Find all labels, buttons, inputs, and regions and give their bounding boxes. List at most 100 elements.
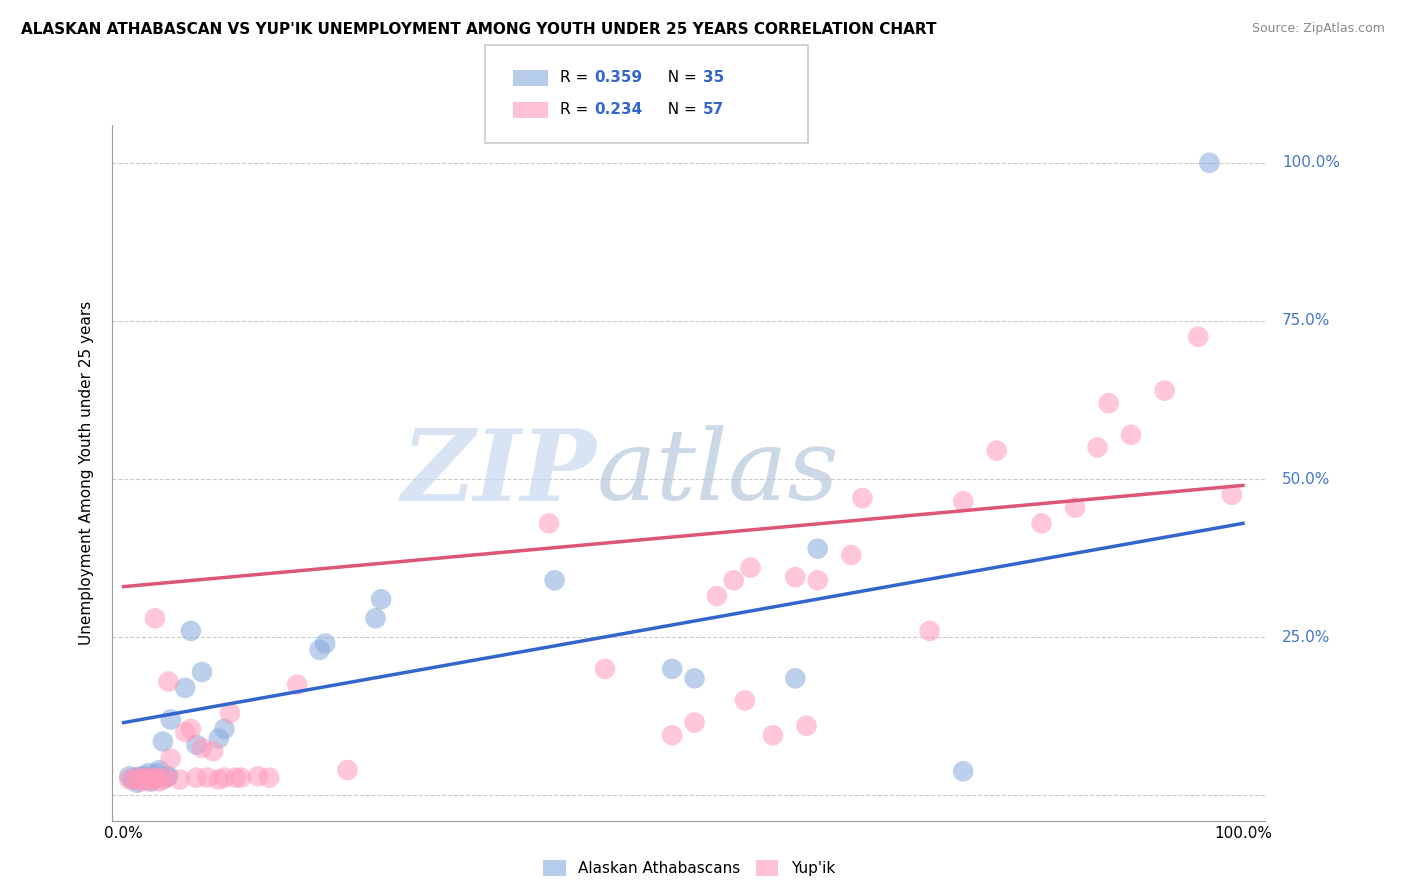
Point — [142, 771, 165, 785]
Point — [129, 774, 152, 789]
Point — [706, 589, 728, 603]
Point — [118, 769, 141, 783]
Point — [157, 769, 180, 783]
Point — [135, 769, 157, 783]
Point — [186, 738, 208, 752]
Point — [155, 771, 177, 785]
Point — [121, 772, 143, 787]
Point — [336, 763, 359, 777]
Point — [986, 443, 1008, 458]
Point — [543, 574, 565, 588]
Point — [197, 771, 219, 785]
Point — [174, 681, 197, 695]
Text: R =: R = — [560, 103, 593, 117]
Legend: Alaskan Athabascans, Yup'ik: Alaskan Athabascans, Yup'ik — [537, 855, 841, 882]
Point — [219, 706, 242, 720]
Point — [132, 772, 155, 787]
Point — [683, 671, 706, 685]
Text: 100.0%: 100.0% — [1282, 155, 1340, 170]
Text: 0.234: 0.234 — [595, 103, 643, 117]
Point — [1198, 156, 1220, 170]
Point — [796, 719, 818, 733]
Point — [143, 769, 166, 783]
Point — [146, 766, 169, 780]
Point — [952, 764, 974, 779]
Text: atlas: atlas — [596, 425, 839, 520]
Point — [308, 643, 330, 657]
Y-axis label: Unemployment Among Youth under 25 years: Unemployment Among Youth under 25 years — [79, 301, 94, 645]
Point — [785, 671, 807, 685]
Point — [762, 728, 785, 742]
Point — [723, 574, 745, 588]
Point — [135, 771, 157, 785]
Point — [807, 541, 830, 556]
Point — [118, 772, 141, 787]
Point — [202, 744, 225, 758]
Point — [661, 728, 683, 742]
Point — [132, 772, 155, 787]
Point — [141, 774, 163, 789]
Point — [127, 771, 149, 785]
Point — [1119, 427, 1142, 442]
Point — [208, 731, 231, 746]
Text: Source: ZipAtlas.com: Source: ZipAtlas.com — [1251, 22, 1385, 36]
Point — [593, 662, 616, 676]
Point — [124, 772, 146, 787]
Point — [918, 624, 941, 638]
Point — [146, 771, 169, 785]
Point — [208, 772, 231, 787]
Point — [148, 763, 170, 777]
Point — [1187, 330, 1209, 344]
Point — [952, 494, 974, 508]
Point — [159, 713, 181, 727]
Point — [152, 734, 174, 748]
Text: 75.0%: 75.0% — [1282, 313, 1330, 328]
Point — [661, 662, 683, 676]
Point — [370, 592, 392, 607]
Point — [314, 636, 336, 650]
Point — [740, 560, 762, 574]
Text: R =: R = — [560, 70, 593, 85]
Point — [152, 772, 174, 787]
Text: ALASKAN ATHABASCAN VS YUP'IK UNEMPLOYMENT AMONG YOUTH UNDER 25 YEARS CORRELATION: ALASKAN ATHABASCAN VS YUP'IK UNEMPLOYMEN… — [21, 22, 936, 37]
Point — [1153, 384, 1175, 398]
Point — [127, 775, 149, 789]
Point — [157, 674, 180, 689]
Text: 0.359: 0.359 — [595, 70, 643, 85]
Text: ZIP: ZIP — [402, 425, 596, 521]
Text: 57: 57 — [703, 103, 724, 117]
Text: 35: 35 — [703, 70, 724, 85]
Point — [136, 766, 159, 780]
Point — [225, 771, 247, 785]
Point — [734, 693, 756, 707]
Point — [136, 774, 159, 789]
Point — [214, 771, 236, 785]
Point — [1031, 516, 1053, 531]
Point — [141, 772, 163, 787]
Point — [683, 715, 706, 730]
Point — [785, 570, 807, 584]
Point — [364, 611, 387, 625]
Point — [180, 624, 202, 638]
Text: N =: N = — [658, 70, 702, 85]
Point — [246, 769, 269, 783]
Point — [169, 772, 191, 787]
Point — [807, 574, 830, 588]
Point — [1087, 441, 1109, 455]
Point — [1098, 396, 1121, 410]
Point — [1064, 500, 1087, 515]
Point — [159, 752, 181, 766]
Point — [155, 769, 177, 783]
Text: N =: N = — [658, 103, 702, 117]
Point — [143, 611, 166, 625]
Point — [231, 771, 253, 785]
Point — [180, 722, 202, 736]
Point — [214, 722, 236, 736]
Text: 50.0%: 50.0% — [1282, 472, 1330, 486]
Point — [191, 665, 214, 679]
Point — [285, 678, 308, 692]
Text: 25.0%: 25.0% — [1282, 630, 1330, 645]
Point — [141, 772, 163, 787]
Point — [191, 740, 214, 755]
Point — [129, 772, 152, 787]
